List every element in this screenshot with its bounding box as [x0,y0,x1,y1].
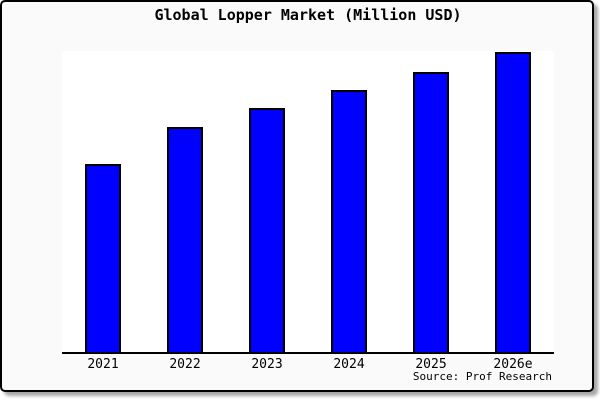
x-tick-label-2023: 2023 [251,357,283,372]
x-axis-labels: 2021 2022 2023 2024 2025 2026e [62,357,554,372]
bar-2026e [495,52,531,352]
bar-2024 [331,90,367,352]
bar-2023 [249,108,285,352]
bar-2021 [85,164,121,352]
chart-title: Global Lopper Market (Million USD) [154,6,462,24]
x-tick-label-2022: 2022 [169,357,201,372]
chart-panel: Global Lopper Market (Million USD) 2021 2… [0,0,594,392]
source-credit: Source: Prof Research [412,370,552,383]
bar-2022 [167,127,203,352]
plot-area [62,51,554,354]
x-tick-label-2024: 2024 [333,357,365,372]
bar-2025 [413,72,449,352]
x-tick-label-2021: 2021 [87,357,119,372]
x-tick-label-2025: 2025 [415,357,447,372]
x-tick-label-2026e: 2026e [493,357,533,372]
